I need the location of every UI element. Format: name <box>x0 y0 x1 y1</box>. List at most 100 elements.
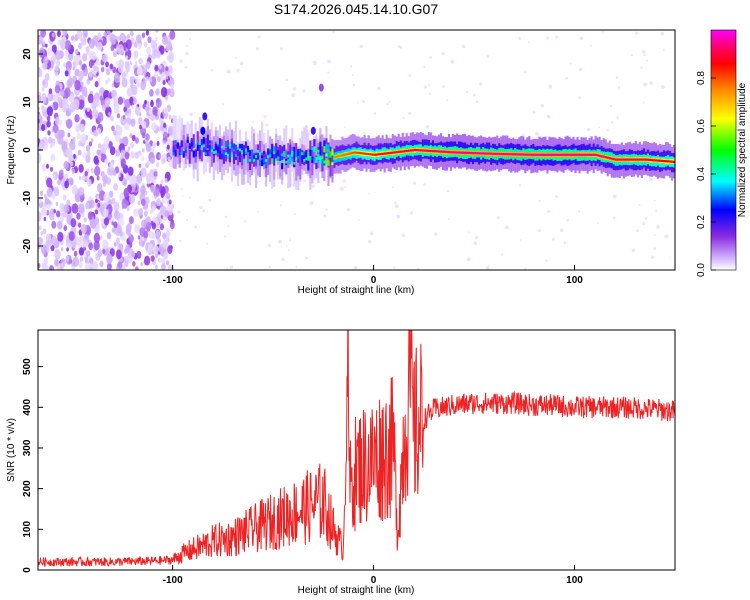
noise-speck <box>151 122 157 132</box>
noise-speck <box>268 88 271 91</box>
noise-speck <box>181 188 183 190</box>
ridge-cell <box>494 152 497 155</box>
noise-speck <box>46 106 54 117</box>
ridge-cell <box>299 148 302 155</box>
noise-speck <box>115 249 122 260</box>
ridge-cell <box>196 137 199 182</box>
ridge-cell <box>650 159 654 162</box>
noise-speck <box>115 213 121 221</box>
noise-speck <box>61 140 68 150</box>
noise-speck <box>210 68 214 72</box>
noise-speck <box>129 76 135 85</box>
noise-speck <box>42 40 46 45</box>
snr-ytick-label: 500 <box>22 358 33 375</box>
noise-speck <box>402 116 405 119</box>
noise-speck <box>487 264 490 267</box>
noise-speck <box>151 205 156 212</box>
ridge-cell <box>570 153 573 156</box>
ridge-cell <box>478 152 481 155</box>
noise-speck <box>46 177 53 188</box>
noise-speck <box>149 89 154 97</box>
ridge-cell <box>415 149 418 152</box>
noise-speck <box>143 41 148 48</box>
noise-speck <box>54 65 59 72</box>
ridge-cell <box>202 144 205 148</box>
noise-speck <box>150 184 156 193</box>
ridge-cell <box>443 150 447 153</box>
colorbar: 0.0 0.2 0.4 0.6 0.8 Normalized spectral ampl… <box>696 29 748 277</box>
noise-speck <box>546 36 550 40</box>
noise-speck <box>89 114 93 120</box>
noise-speck <box>80 133 87 144</box>
noise-speck <box>57 96 62 103</box>
noise-speck <box>648 177 653 182</box>
noise-speck <box>78 247 85 256</box>
noise-speck <box>113 221 118 229</box>
spectrogram-xlabel: Height of straight line (km) <box>298 285 415 296</box>
noise-speck <box>132 97 137 105</box>
noise-speck <box>40 30 46 38</box>
noise-speck <box>145 172 152 182</box>
ridge-cell <box>566 153 569 156</box>
ridge-cell <box>329 158 332 162</box>
noise-speck <box>38 262 41 269</box>
ridge-cell <box>297 150 300 176</box>
ridge-cell <box>606 156 609 159</box>
ridge-cell <box>226 146 230 153</box>
ridge-cell <box>202 137 205 144</box>
noise-speck <box>635 31 639 35</box>
noise-speck <box>125 55 129 60</box>
noise-speck <box>532 111 536 114</box>
noise-speck <box>566 218 569 222</box>
noise-speck <box>160 258 163 263</box>
ridge-cell <box>218 153 222 160</box>
noise-speck <box>554 35 559 39</box>
noise-speck <box>105 68 110 76</box>
noise-speck <box>144 196 150 205</box>
noise-speck <box>60 212 65 218</box>
noise-speck <box>42 106 47 113</box>
noise-speck <box>349 65 353 68</box>
ridge-cell <box>277 156 280 160</box>
noise-speck <box>518 37 522 40</box>
noise-speck <box>38 66 41 73</box>
noise-speck <box>160 179 164 185</box>
ridge-cell <box>327 159 330 166</box>
snr-ytick-label: 200 <box>22 480 33 497</box>
ridge-cell <box>238 148 242 163</box>
ridge-cell <box>646 158 650 161</box>
noise-speck <box>646 59 649 62</box>
noise-speck <box>166 260 170 266</box>
noise-speck <box>394 201 397 205</box>
ridge-cell <box>234 144 238 159</box>
noise-speck <box>94 81 99 88</box>
noise-speck <box>519 239 522 242</box>
noise-speck <box>46 120 51 128</box>
ridge-cell <box>317 149 320 153</box>
noise-speck <box>222 103 225 106</box>
noise-speck <box>170 84 174 90</box>
noise-speck <box>43 216 47 222</box>
noise-speck <box>257 210 259 213</box>
noise-speck <box>113 72 121 84</box>
noise-speck <box>80 223 87 234</box>
ridge-cell <box>269 150 272 165</box>
noise-speck <box>126 205 130 212</box>
noise-speck <box>69 154 74 162</box>
spectrogram-xtick-label: 0 <box>371 275 377 286</box>
ridge-cell <box>512 153 515 156</box>
noise-speck <box>145 30 150 36</box>
noise-speck <box>110 115 114 122</box>
ridge-cell <box>313 139 316 153</box>
noise-speck <box>82 53 88 62</box>
ridge-cell <box>309 153 312 179</box>
noise-speck <box>120 158 126 167</box>
snr-ytick-label: 0 <box>22 567 33 573</box>
ridge-cell <box>222 150 226 164</box>
noise-speck <box>630 54 634 57</box>
noise-speck <box>538 199 541 203</box>
noise-speck <box>111 221 114 226</box>
noise-speck <box>461 44 466 49</box>
noise-speck <box>88 38 95 49</box>
ridge-cell <box>295 155 298 181</box>
